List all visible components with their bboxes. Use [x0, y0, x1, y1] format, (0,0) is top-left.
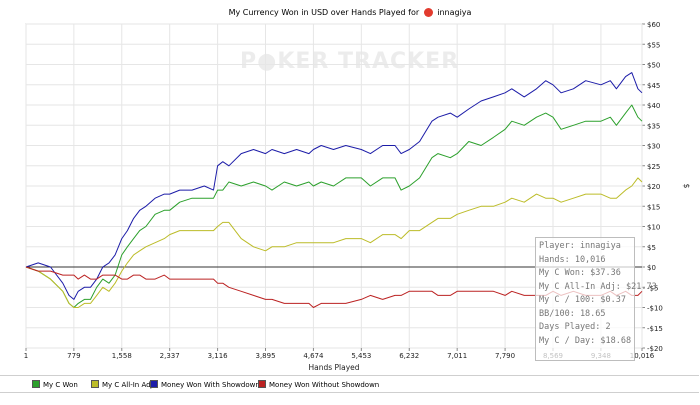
y-tick-label: $35 — [647, 122, 660, 130]
x-tick-label: 2,337 — [160, 352, 180, 360]
watermark-text: P●KER TRACKER — [240, 49, 459, 74]
y-tick-label: $50 — [647, 62, 660, 70]
y-tick-label: $40 — [647, 102, 660, 110]
x-tick-label: 3,116 — [208, 352, 229, 360]
y-tick-label: $45 — [647, 82, 660, 90]
x-tick-label: 10,016 — [630, 352, 655, 360]
stats-hands: Hands: 10,016 — [539, 254, 606, 265]
legend-label: Money Won With Showdown — [161, 381, 260, 389]
legend: My C Won My C All-In Adj Money Won With … — [0, 375, 699, 393]
x-tick-label: 1 — [24, 352, 28, 360]
legend-label: My C Won — [43, 381, 78, 389]
x-tick-label: 7,790 — [495, 352, 515, 360]
y-tick-label: $15 — [647, 203, 660, 211]
y-tick-label: $60 — [647, 21, 660, 29]
stats-box: Player: innagiya Hands: 10,016 My C Won:… — [535, 237, 657, 361]
legend-swatch — [150, 380, 158, 388]
legend-item-my-c-won: My C Won — [32, 380, 78, 389]
y-tick-label: -$10 — [647, 305, 663, 313]
chart-title-player: innagiya — [437, 8, 472, 17]
x-axis-label: Hands Played — [308, 363, 359, 372]
series-line-with-showdown — [25, 72, 643, 300]
x-tick-label: 3,895 — [255, 352, 275, 360]
y-tick-label: -$15 — [647, 325, 663, 333]
y-axis-label: $ — [682, 184, 691, 189]
stats-bb-100: BB/100: 18.65 — [539, 308, 606, 319]
y-tick-label: $5 — [647, 244, 656, 252]
stats-days-played: Days Played: 2 — [539, 322, 611, 332]
stats-all-in-adj: My C All-In Adj: $21.73 — [539, 281, 657, 292]
chart-title-text: My Currency Won in USD over Hands Played… — [228, 8, 420, 17]
y-tick-label: -$20 — [647, 345, 663, 353]
stats-per-day: My C / Day: $18.68 — [539, 335, 632, 346]
legend-swatch — [91, 380, 99, 388]
x-tick-label: 7,011 — [447, 352, 467, 360]
legend-item-without-showdown: Money Won Without Showdown — [258, 380, 379, 389]
stats-player: Player: innagiya — [539, 241, 621, 251]
legend-label: My C All-In Adj — [102, 381, 153, 389]
series-line-all-in-adj — [25, 177, 643, 308]
x-tick-label: 779 — [67, 352, 80, 360]
legend-swatch — [32, 380, 40, 388]
chart-title: My Currency Won in USD over Hands Played… — [0, 8, 700, 17]
y-tick-label: $10 — [647, 224, 660, 232]
legend-swatch — [258, 380, 266, 388]
legend-item-with-showdown: Money Won With Showdown — [150, 380, 260, 389]
x-tick-label: 4,674 — [303, 352, 324, 360]
legend-label: Money Won Without Showdown — [269, 381, 380, 389]
y-tick-label: -$5 — [647, 284, 658, 292]
x-tick-label: 5,453 — [351, 352, 371, 360]
series-line-my-c-won — [25, 104, 643, 308]
legend-item-all-in-adj: My C All-In Adj — [91, 380, 153, 389]
y-tick-label: $55 — [647, 41, 660, 49]
y-tick-label: $0 — [647, 264, 656, 272]
pokertracker-logo-icon — [423, 8, 433, 17]
x-tick-label: 6,232 — [399, 352, 419, 360]
y-tick-label: $20 — [647, 183, 660, 191]
y-tick-label: $25 — [647, 163, 660, 171]
x-tick-label: 1,558 — [112, 352, 132, 360]
stats-my-c-won: My C Won: $37.36 — [539, 268, 621, 278]
y-tick-label: $30 — [647, 143, 660, 151]
stats-per-100: My C / 100: $0.37 — [539, 295, 626, 305]
